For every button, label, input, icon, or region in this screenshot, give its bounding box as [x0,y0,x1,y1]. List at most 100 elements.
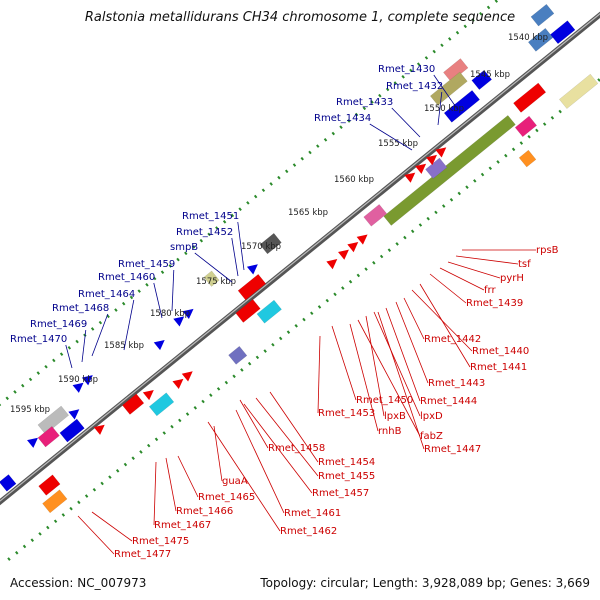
gene-label-reverse: fabZ [420,431,443,442]
leader-line-reverse [429,273,467,304]
gene-block-16 [228,345,248,365]
gene-arrow-0 [326,259,338,270]
leader-line-reverse [239,399,269,449]
gene-block-4 [429,71,468,106]
gene-label-reverse: Rmet_1461 [284,508,341,519]
gene-block-10 [518,149,537,168]
gene-label-forward: Rmet_1469 [30,319,87,330]
gene-block-23 [37,426,60,448]
leader-line-reverse [377,311,425,450]
gene-label-forward: Rmet_1470 [10,334,67,345]
gene-block-21 [122,393,145,415]
leader-line-forward [237,221,245,271]
ruler-label: 1565 kbp [288,208,328,218]
gene-block-17 [259,232,282,255]
ruler-label: 1580 kbp [150,309,190,319]
leader-line-forward [369,123,413,151]
chromosome-backbone-highlight [0,13,600,502]
gene-arrow-18 [68,409,80,420]
gene-label-reverse: pyrH [500,273,524,284]
ruler-label: 1595 kbp [10,405,50,415]
gene-block-13 [363,204,388,227]
gene-label-forward: Rmet_1460 [98,272,155,283]
leader-line-reverse [331,325,357,401]
leader-line-forward [123,299,135,351]
gene-arrow-13 [182,308,194,319]
gene-block-18 [203,270,220,287]
gene-label-reverse: Rmet_1467 [154,520,211,531]
leader-line-reverse [207,421,281,532]
gene-block-3 [443,58,469,83]
leader-line-reverse [153,461,157,526]
gene-label-reverse: Rmet_1477 [114,549,171,560]
gene-label-reverse: Rmet_1475 [132,536,189,547]
leader-line-reverse [403,297,425,340]
gene-arrow-10 [142,389,154,401]
ruler-label: 1585 kbp [104,341,144,351]
gene-arrow-9 [181,371,193,382]
gene-block-12 [425,157,448,180]
gene-label-forward: Rmet_1459 [118,259,175,270]
gene-arrow-11 [93,424,105,435]
ruler-label: 1550 kbp [424,104,464,114]
gene-label-reverse: Rmet_1466 [176,506,233,517]
leader-line-reverse [419,283,471,368]
gene-block-27 [0,474,17,492]
leader-line-forward [171,269,175,312]
gene-arrow-6 [426,154,437,166]
leader-line-reverse [373,311,421,417]
leader-line-reverse [357,319,421,437]
gene-label-forward: Rmet_1451 [182,211,239,222]
leader-line-reverse [455,255,519,265]
gene-arrow-12 [173,316,185,327]
leader-line-forward [65,344,73,369]
gene-block-19 [237,273,267,301]
ruler-label: 1590 kbp [58,375,98,385]
gene-label-forward: smpB [170,242,198,253]
leader-line-reverse [235,409,285,514]
gene-label-reverse: rnhB [378,426,402,437]
leader-line-forward [194,252,233,283]
gene-block-9 [558,73,599,110]
gene-label-reverse: tsf [518,259,531,270]
gene-label-reverse: Rmet_1447 [424,444,481,455]
leader-line-reverse [177,455,199,498]
gene-label-reverse: Rmet_1450 [356,395,413,406]
gene-block-8 [514,115,538,138]
gene-label-reverse: Rmet_1462 [280,526,337,537]
gene-block-7 [513,82,547,113]
leader-line-reverse [439,267,485,291]
gene-arrow-17 [81,375,93,386]
ruler-label: 1545 kbp [470,70,510,80]
gene-arrow-3 [356,234,368,245]
gene-label-reverse: guaA [222,476,248,487]
gene-label-reverse: Rmet_1441 [470,362,527,373]
gene-label-forward: Rmet_1434 [314,113,371,124]
gene-label-reverse: Rmet_1444 [420,396,477,407]
leader-line-forward [91,313,109,357]
leader-line-reverse [385,307,421,402]
gene-label-forward: Rmet_1452 [176,227,233,238]
gene-block-14 [256,299,282,324]
leader-line-forward [231,237,239,277]
gene-arrow-5 [415,163,427,174]
gene-block-26 [42,489,68,514]
gene-label-reverse: rpsB [536,245,559,256]
ruler-label: 1540 kbp [508,33,548,43]
gene-arrow-15 [246,264,258,275]
gene-label-reverse: frr [484,285,496,296]
gene-label-reverse: Rmet_1443 [428,378,485,389]
gene-label-reverse: Rmet_1457 [312,488,369,499]
gene-label-forward: Rmet_1430 [378,64,435,75]
gene-block-2 [550,20,576,45]
leader-line-reverse [165,457,177,512]
leader-line-forward [391,107,421,138]
gene-label-forward: Rmet_1433 [336,97,393,108]
gene-arrow-4 [404,172,416,183]
gene-label-reverse: Rmet_1465 [198,492,255,503]
gene-label-forward: Rmet_1432 [386,81,443,92]
tick-dots-inner [7,77,600,561]
gene-label-reverse: Rmet_1455 [318,471,375,482]
